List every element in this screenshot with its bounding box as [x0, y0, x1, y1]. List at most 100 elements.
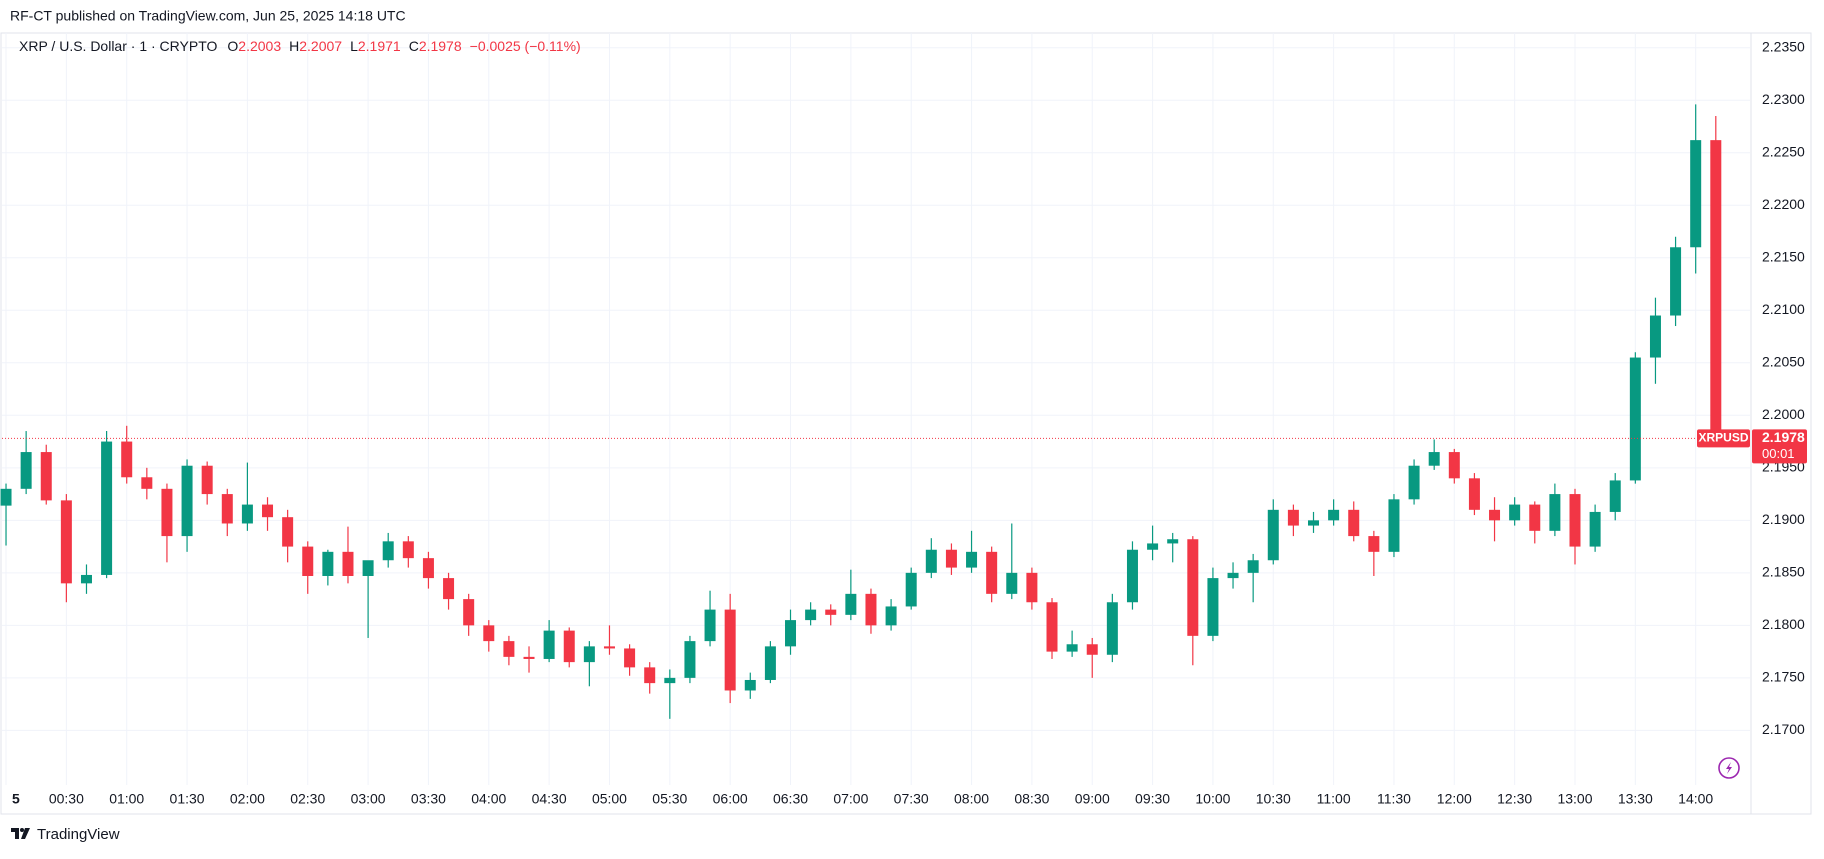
y-tick-label: 2.1900 — [1762, 511, 1805, 527]
y-tick-label: 2.1800 — [1762, 616, 1805, 632]
candle-body — [40, 452, 52, 501]
lightning-icon[interactable] — [1718, 757, 1740, 779]
x-tick-label: 04:30 — [532, 791, 567, 807]
x-tick-label: 05:30 — [652, 791, 687, 807]
candle-body — [201, 465, 213, 495]
candle-body — [1328, 509, 1340, 521]
y-tick-label: 2.2350 — [1762, 38, 1805, 54]
high-value: 2.2007 — [299, 38, 342, 54]
candle-body — [1649, 315, 1661, 358]
labels: 2.17002.17502.18002.18502.19002.19502.20… — [12, 38, 1807, 807]
candle-body — [1106, 602, 1118, 655]
candles — [0, 104, 1750, 719]
candle-body — [1569, 494, 1581, 547]
candle-body — [1408, 465, 1420, 500]
open-label: O — [227, 38, 238, 54]
x-tick-label: 11:00 — [1317, 791, 1351, 807]
candle-body — [483, 625, 495, 642]
y-tick-label: 2.2300 — [1762, 91, 1805, 107]
candle-body — [1529, 504, 1541, 531]
y-tick-label: 2.2250 — [1762, 143, 1805, 159]
x-tick-label: 13:30 — [1618, 791, 1653, 807]
candle-body — [422, 558, 434, 579]
candle-body — [101, 441, 113, 575]
candle-body — [925, 549, 937, 573]
candle-body — [20, 452, 32, 489]
candle-body — [1690, 140, 1702, 248]
candle-body — [764, 646, 776, 680]
x-tick-label: 03:30 — [411, 791, 446, 807]
chart-frame — [0, 32, 1812, 815]
candle-body — [1066, 644, 1078, 652]
candle-body — [945, 549, 957, 568]
candle-body — [543, 630, 555, 659]
x-tick-label: 01:00 — [109, 791, 144, 807]
close-label: C — [409, 38, 419, 54]
candle-body — [885, 606, 897, 626]
candle-body — [1348, 509, 1360, 537]
candle-body — [181, 465, 193, 537]
candle-body — [80, 574, 92, 584]
candle-body — [1428, 452, 1440, 466]
candle-body — [1247, 560, 1259, 573]
last-price-label: 2.1978 — [1762, 429, 1805, 445]
x-tick-label: 00:30 — [49, 791, 84, 807]
candle-body — [1267, 509, 1279, 561]
candle-body — [1006, 572, 1018, 594]
x-tick-label: 07:30 — [894, 791, 929, 807]
candle-body — [362, 560, 374, 576]
candle-body — [1368, 536, 1380, 552]
price-badge — [1752, 429, 1807, 464]
candle-body — [1489, 509, 1501, 521]
countdown-label: 00:01 — [1762, 446, 1795, 461]
y-tick-label: 2.2150 — [1762, 248, 1805, 264]
candle-body — [624, 648, 636, 668]
candle-body — [382, 541, 394, 561]
candle-body — [523, 656, 535, 659]
candle-body — [1468, 478, 1480, 510]
x-tick-label: 04:00 — [471, 791, 506, 807]
x-tick-label: 5 — [12, 791, 20, 807]
candle-body — [1589, 511, 1601, 547]
candle-body — [785, 620, 797, 647]
candle-body — [744, 679, 756, 691]
x-tick-label: 08:00 — [954, 791, 989, 807]
candle-body — [1046, 602, 1058, 652]
x-tick-label: 11:30 — [1377, 791, 1411, 807]
high-label: H — [289, 38, 299, 54]
low-label: L — [350, 38, 358, 54]
y-tick-label: 2.2000 — [1762, 406, 1805, 422]
candle-body — [1086, 644, 1098, 655]
x-tick-label: 03:00 — [351, 791, 386, 807]
x-tick-label: 09:00 — [1075, 791, 1110, 807]
candle-body — [664, 677, 676, 684]
candle-body — [161, 488, 173, 537]
candle-body — [1147, 543, 1159, 550]
x-tick-label: 10:00 — [1195, 791, 1230, 807]
candle-body — [282, 517, 294, 547]
candle-body — [583, 646, 595, 663]
x-tick-label: 05:00 — [592, 791, 627, 807]
open-value: 2.2003 — [238, 38, 281, 54]
x-tick-label: 08:30 — [1014, 791, 1049, 807]
candle-body — [1207, 578, 1219, 636]
x-tick-label: 06:00 — [713, 791, 748, 807]
candle-body — [302, 546, 314, 576]
candle-body — [603, 646, 615, 649]
candle-body — [704, 609, 716, 642]
candle-body — [966, 551, 978, 568]
candle-body — [825, 609, 837, 615]
symbol: XRP / U.S. Dollar · 1 · CRYPTO — [19, 38, 217, 54]
close-value: 2.1978 — [419, 38, 462, 54]
y-tick-label: 2.1700 — [1762, 721, 1805, 737]
x-tick-label: 02:30 — [290, 791, 325, 807]
candle-body — [724, 609, 736, 691]
candle-body — [1287, 509, 1299, 526]
candle-body — [503, 641, 515, 657]
candle-body — [905, 572, 917, 607]
candle-body — [805, 609, 817, 621]
candle-body — [1227, 572, 1239, 579]
candle-body — [60, 500, 72, 584]
